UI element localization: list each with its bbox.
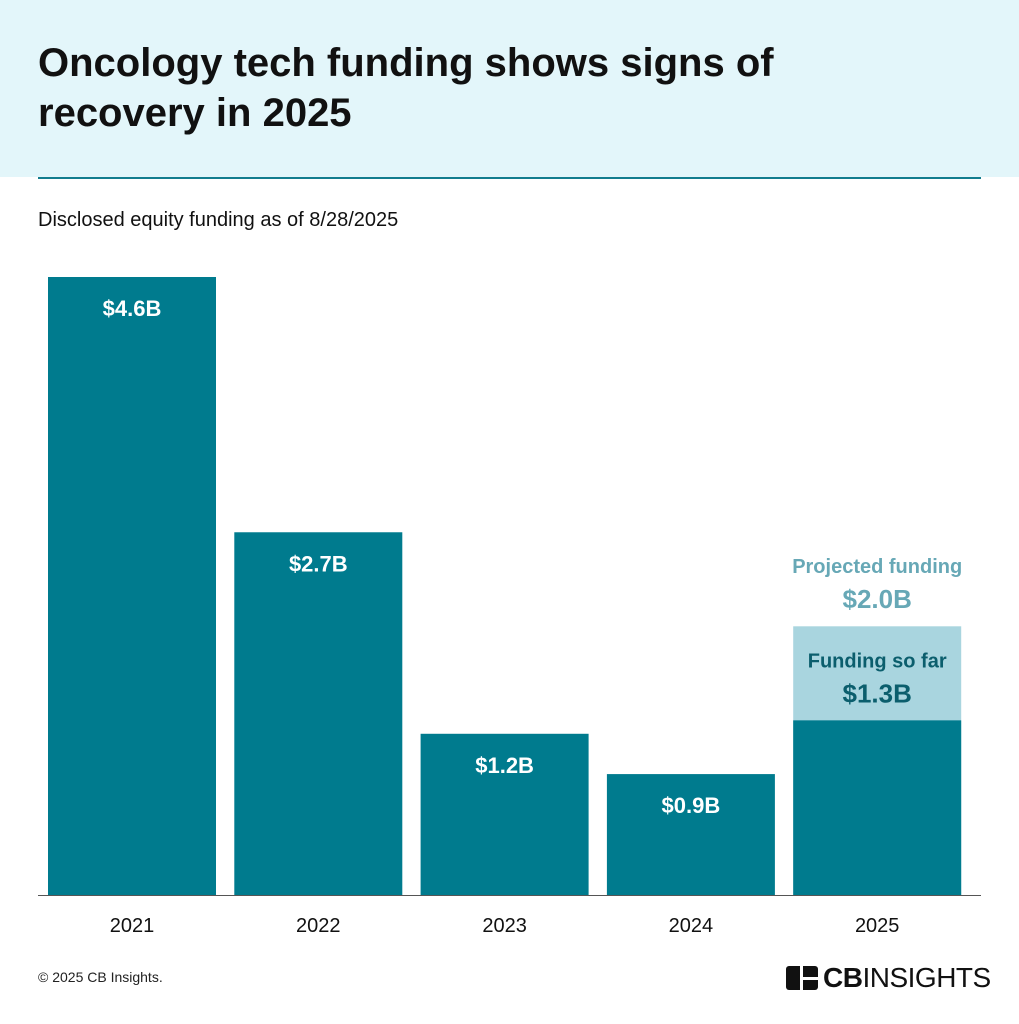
x-tick-label: 2021 <box>110 915 155 937</box>
data-label: $1.2B <box>475 753 534 778</box>
bar-2022 <box>234 532 403 895</box>
bar-2025 <box>793 720 962 895</box>
data-label: $0.9B <box>662 793 721 818</box>
header-banner: Oncology tech funding shows signs of rec… <box>0 0 1019 177</box>
title-divider <box>38 177 981 179</box>
copyright: © 2025 CB Insights. <box>38 969 163 985</box>
cb-insights-logo: CBINSIGHTS <box>786 962 991 994</box>
chart-subtitle: Disclosed equity funding as of 8/28/2025 <box>38 209 399 231</box>
bar-2021 <box>48 277 216 895</box>
x-tick-label: 2025 <box>855 915 900 937</box>
projected-value-label: $2.0B <box>843 584 912 614</box>
x-tick-label: 2022 <box>296 915 341 937</box>
x-tick-label: 2023 <box>482 915 527 937</box>
data-label: $4.6B <box>103 296 162 321</box>
projected-label: Projected funding <box>792 556 962 578</box>
data-label: $1.3B <box>843 678 912 708</box>
x-tick-label: 2024 <box>669 915 714 937</box>
bar-2023 <box>420 733 589 895</box>
cb-logo-mark-icon <box>786 966 818 990</box>
data-label: $2.7B <box>289 551 348 576</box>
bar-2024 <box>606 774 775 895</box>
so-far-label: Funding so far <box>808 650 947 672</box>
chart-title: Oncology tech funding shows signs of rec… <box>38 41 774 135</box>
